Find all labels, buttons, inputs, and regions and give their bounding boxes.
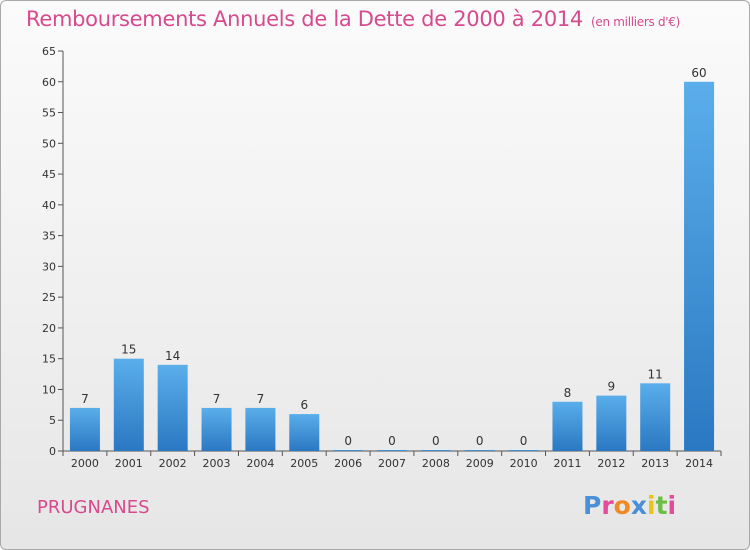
data-label-2000: 7 [81, 392, 89, 406]
x-tick-label-2009: 2009 [466, 457, 494, 470]
x-tick-label-2007: 2007 [378, 457, 406, 470]
bar-2009 [464, 450, 495, 451]
x-tick-label-2001: 2001 [115, 457, 143, 470]
data-label-2010: 0 [520, 434, 528, 448]
bar-2006 [333, 450, 364, 451]
data-label-2003: 7 [213, 392, 221, 406]
x-tick-label-2006: 2006 [334, 457, 362, 470]
data-label-2007: 0 [388, 434, 396, 448]
y-tick-label: 0 [49, 445, 56, 458]
logo-letter: i [647, 491, 656, 520]
bar-2002 [157, 364, 188, 451]
bar-2008 [420, 450, 451, 451]
data-label-2009: 0 [476, 434, 484, 448]
data-label-2005: 6 [300, 398, 308, 412]
y-tick-label: 25 [42, 291, 56, 304]
bar-2001 [113, 358, 144, 451]
logo-letter: r [601, 491, 614, 520]
y-tick-label: 20 [42, 322, 56, 335]
y-tick-label: 55 [42, 107, 56, 120]
bar-2010 [508, 450, 539, 451]
data-label-2008: 0 [432, 434, 440, 448]
logo-letter: i [667, 491, 677, 520]
x-tick-label-2011: 2011 [553, 457, 581, 470]
bar-2005 [289, 414, 320, 451]
y-tick-label: 15 [42, 353, 56, 366]
bar-2003 [201, 407, 232, 451]
y-tick-label: 5 [49, 414, 56, 427]
bar-2000 [69, 407, 100, 451]
x-tick-label-2014: 2014 [685, 457, 713, 470]
x-tick-label-2012: 2012 [597, 457, 625, 470]
y-tick-label: 30 [42, 260, 56, 273]
x-tick-label-2005: 2005 [290, 457, 318, 470]
x-tick-label-2004: 2004 [246, 457, 274, 470]
bar-2004 [245, 407, 276, 451]
x-tick-label-2003: 2003 [203, 457, 231, 470]
data-label-2006: 0 [344, 434, 352, 448]
logo-letter: x [630, 491, 647, 520]
data-label-2002: 14 [165, 349, 180, 363]
chart-title-text: Remboursements Annuels de la Dette de 20… [26, 7, 583, 31]
bar-2014 [684, 81, 715, 452]
data-label-2013: 11 [648, 367, 663, 381]
y-tick-label: 35 [42, 230, 56, 243]
bar-2013 [640, 383, 671, 451]
x-tick-label-2000: 2000 [71, 457, 99, 470]
chart-unit-label: (en milliers d'€) [591, 15, 681, 29]
x-tick-label-2010: 2010 [510, 457, 538, 470]
chart-title: Remboursements Annuels de la Dette de 20… [26, 7, 680, 31]
y-tick-label: 60 [42, 76, 56, 89]
data-label-2012: 9 [608, 380, 616, 394]
logo-letter: o [613, 491, 631, 520]
x-tick-label-2013: 2013 [641, 457, 669, 470]
data-label-2011: 8 [564, 386, 572, 400]
data-label-2004: 7 [257, 392, 265, 406]
bar-2012 [596, 395, 627, 451]
y-tick-label: 50 [42, 137, 56, 150]
town-name: PRUGNANES [37, 497, 150, 518]
y-tick-label: 40 [42, 199, 56, 212]
x-tick-label-2002: 2002 [159, 457, 187, 470]
proxiti-logo: Proxiti [583, 491, 676, 520]
bar-2011 [552, 401, 583, 451]
logo-letter: P [583, 491, 602, 520]
x-tick-label-2008: 2008 [422, 457, 450, 470]
data-label-2014: 60 [691, 66, 706, 80]
data-label-2001: 15 [121, 343, 136, 357]
logo-letter: t [655, 491, 668, 520]
y-tick-label: 65 [42, 45, 56, 58]
y-tick-label: 45 [42, 168, 56, 181]
bar-2007 [377, 450, 407, 451]
y-tick-label: 10 [42, 383, 56, 396]
